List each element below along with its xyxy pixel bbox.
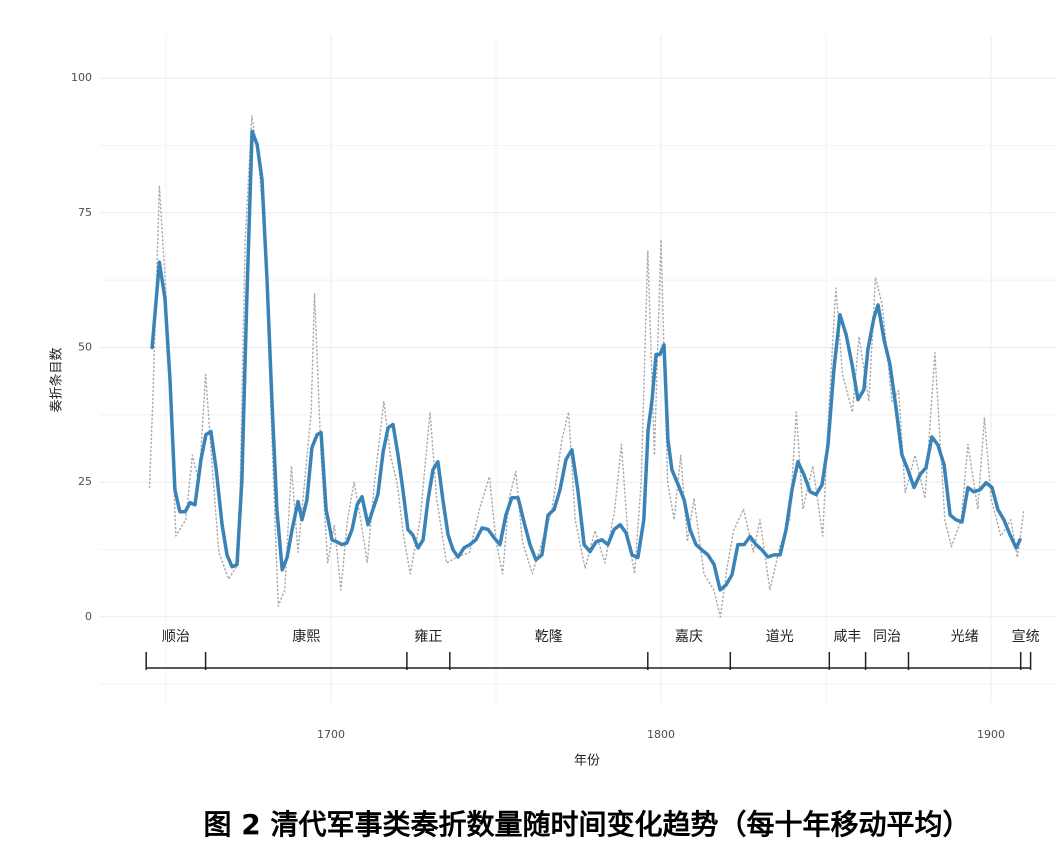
y-tick-label: 75 — [78, 206, 92, 219]
x-tick-label: 1800 — [647, 728, 675, 741]
period-label: 顺治 — [162, 629, 190, 645]
y-axis-label: 奏折条目数 — [49, 347, 65, 412]
y-tick-label: 25 — [78, 475, 92, 488]
smoothed-line — [150, 129, 1022, 592]
plot-area — [100, 35, 1057, 703]
y-tick-label: 50 — [78, 340, 92, 353]
y-tick-label: 0 — [85, 610, 92, 623]
period-label: 嘉庆 — [675, 629, 703, 645]
raw-line — [148, 115, 1025, 618]
period-label: 雍正 — [414, 629, 442, 645]
period-label: 乾隆 — [535, 629, 563, 645]
period-label: 光绪 — [951, 629, 979, 645]
period-label: 道光 — [766, 629, 794, 645]
period-label: 康熙 — [292, 628, 320, 645]
period-label: 同治 — [873, 629, 901, 645]
x-tick-label: 1700 — [317, 728, 345, 741]
caption: 图 2 清代军事类奏折数量随时间变化趋势（每十年移动平均） — [204, 808, 971, 841]
y-tick-label: 100 — [71, 71, 92, 84]
x-tick-label: 1900 — [977, 728, 1005, 741]
period-label: 咸丰 — [833, 629, 861, 645]
x-axis-label: 年份 — [574, 754, 600, 769]
period-label: 宣统 — [1012, 629, 1040, 645]
